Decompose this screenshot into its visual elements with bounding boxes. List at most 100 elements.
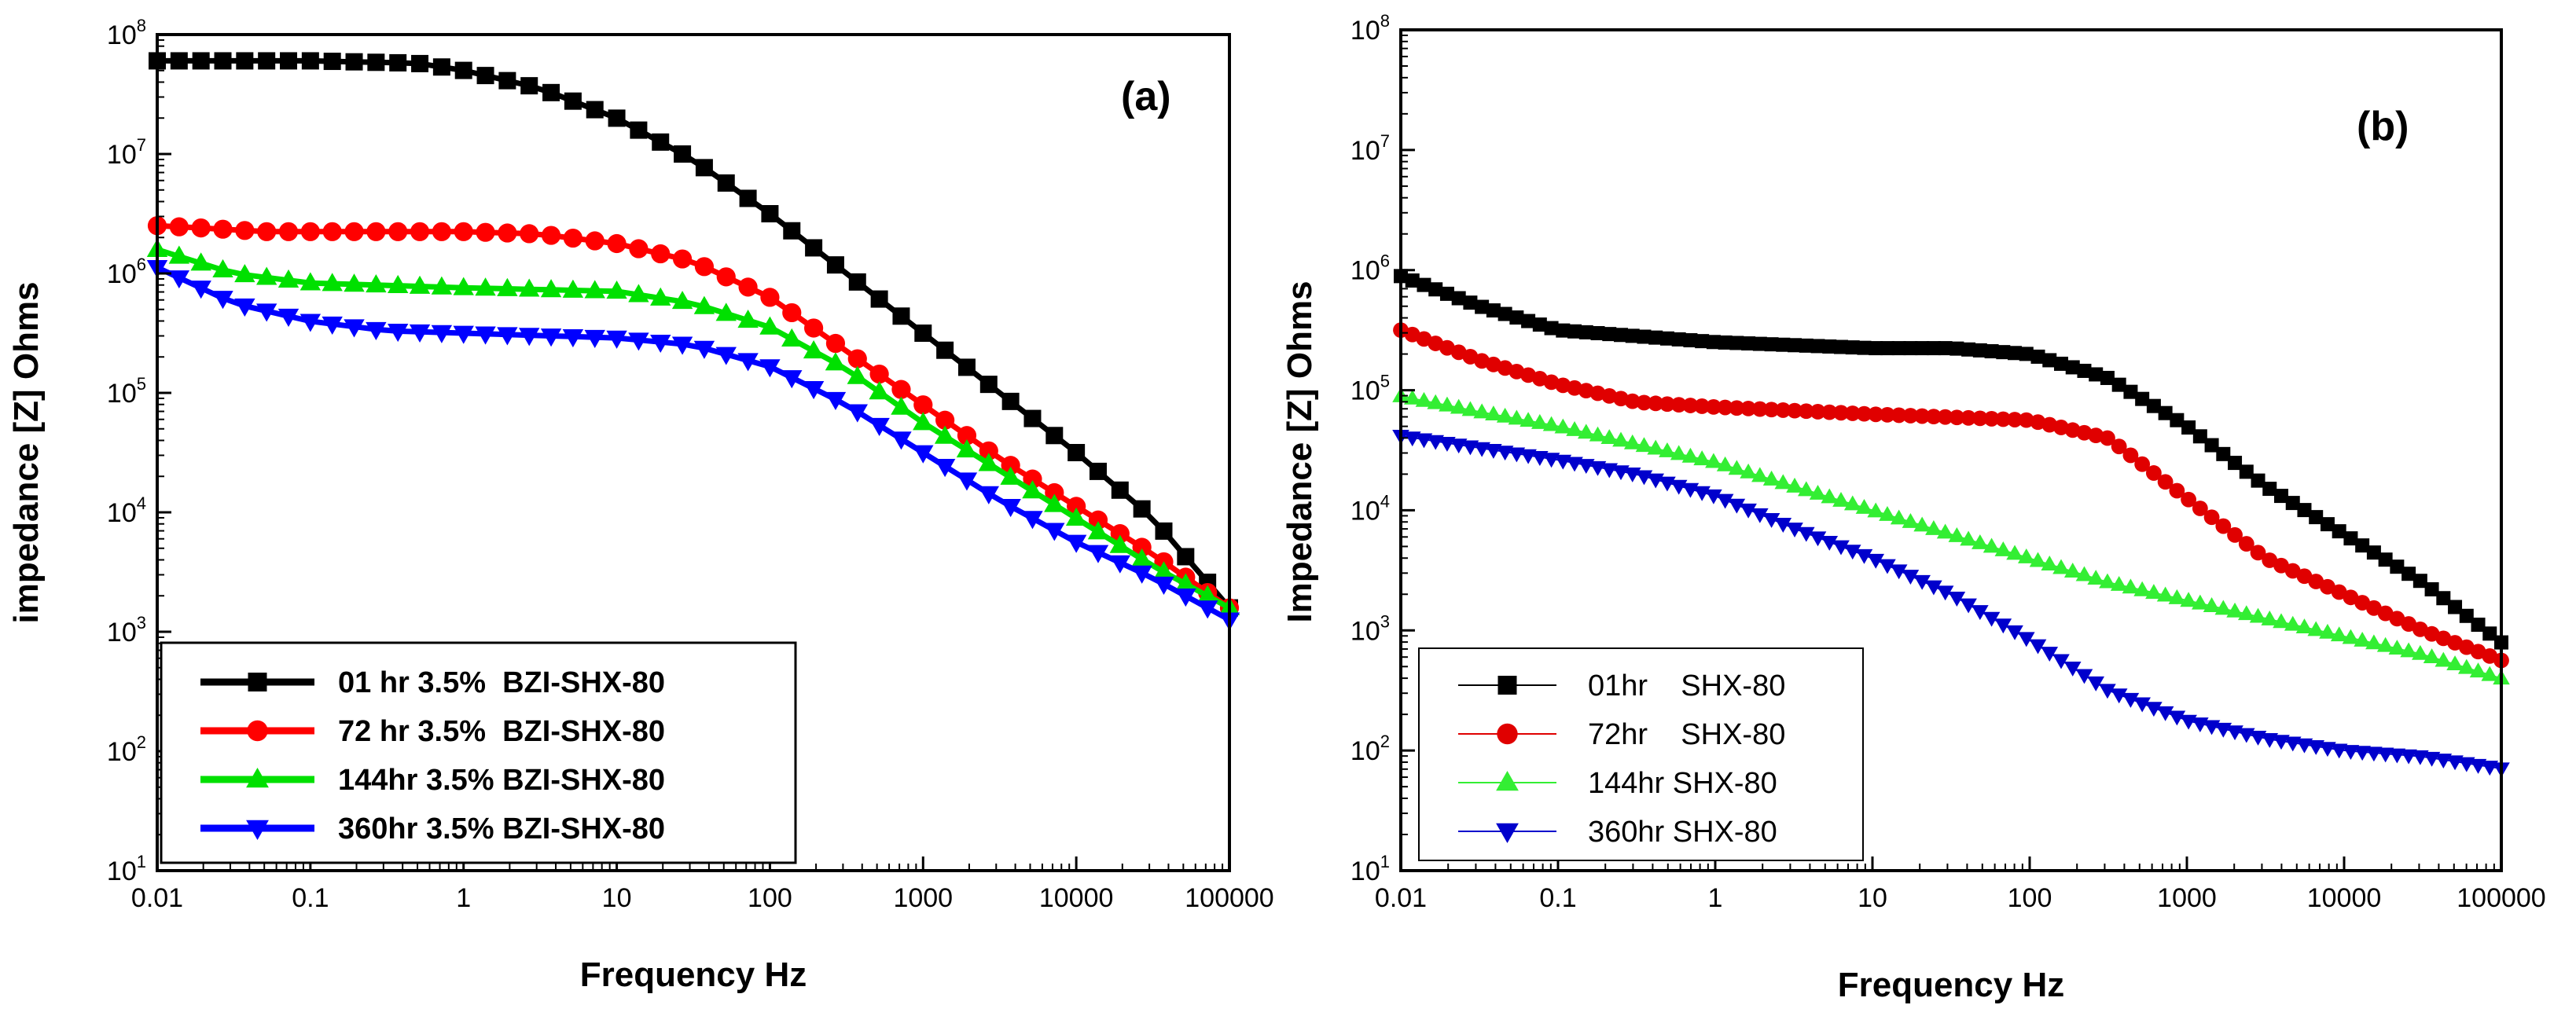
data-point [1925, 580, 1942, 596]
data-point [1659, 331, 1674, 346]
data-point [1087, 545, 1109, 563]
data-point [1111, 481, 1129, 499]
data-point [2262, 552, 2278, 568]
data-point [628, 284, 649, 303]
data-point [1451, 291, 1466, 306]
x-tick-label: 1 [456, 883, 471, 913]
data-point [585, 231, 604, 251]
data-point [1740, 503, 1757, 519]
data-point [1809, 484, 1827, 500]
data-point [2192, 501, 2208, 516]
data-point [1984, 344, 1999, 359]
data-point [1763, 402, 1780, 418]
data-point [2482, 626, 2497, 641]
data-point [1810, 404, 1826, 420]
data-point [191, 218, 211, 238]
series-2 [1393, 322, 2509, 669]
data-point [1983, 411, 2000, 427]
data-point [388, 222, 408, 241]
data-point [737, 309, 759, 328]
data-point [542, 83, 560, 101]
data-point [1798, 403, 1814, 420]
data-point [2122, 692, 2140, 708]
data-point [2435, 651, 2453, 667]
data-point [672, 249, 693, 269]
data-point [586, 101, 604, 119]
data-point [650, 334, 671, 354]
legend-label: 360hr 3.5% BZI-SHX-80 [338, 812, 665, 845]
data-point [2330, 626, 2348, 642]
data-point [1729, 336, 1744, 350]
data-point [1196, 585, 1218, 603]
legend-entry: 360hr SHX-80 [1458, 816, 1777, 849]
data-point [2146, 398, 2161, 413]
data-point [1001, 392, 1020, 410]
data-point [1022, 480, 1043, 499]
data-point [1554, 418, 1572, 434]
data-point [629, 239, 649, 259]
data-point [1450, 398, 1468, 414]
data-point [1544, 321, 1559, 336]
data-point [2008, 346, 2023, 361]
data-point [1589, 426, 1607, 442]
data-point [213, 219, 233, 239]
data-point [1439, 286, 1454, 301]
data-point [1810, 339, 1825, 354]
data-point [2331, 584, 2347, 600]
data-point [1983, 611, 2001, 627]
data-point [2192, 429, 2207, 444]
data-point [606, 281, 627, 299]
data-point [255, 303, 277, 322]
data-point [2099, 684, 2116, 699]
data-point [1109, 534, 1131, 553]
data-point [1427, 394, 1445, 409]
data-point [2274, 489, 2288, 504]
y-tick-label: 108 [107, 16, 146, 50]
data-point [2284, 615, 2302, 631]
data-point [277, 269, 299, 288]
legend-label: 01 hr 3.5% BZI-SHX-80 [338, 666, 665, 699]
data-point [956, 472, 978, 491]
data-point [366, 321, 387, 340]
data-point [584, 329, 605, 348]
data-point [1496, 407, 1514, 423]
data-point [1960, 598, 1977, 614]
x-tick-label: 100 [2008, 883, 2052, 913]
data-point [498, 223, 517, 243]
data-point [1867, 553, 1885, 569]
y-tick-label: 107 [1350, 131, 1390, 166]
data-point [192, 52, 210, 70]
data-point [1751, 467, 1769, 482]
data-point [650, 287, 671, 306]
data-point [563, 228, 582, 248]
legend-b: 01hr SHX-80 72hr SHX-80 144hr SHX-80 360hr … [1418, 647, 1864, 861]
data-point [1578, 383, 1594, 399]
data-point [2075, 669, 2093, 684]
data-point [2018, 412, 2034, 428]
data-point [1716, 493, 1734, 509]
data-point [1867, 502, 1885, 518]
data-point [1590, 326, 1605, 341]
data-point [957, 358, 976, 376]
data-point [1869, 341, 1883, 356]
data-point [322, 273, 343, 292]
data-point [1109, 555, 1131, 574]
data-point [1809, 531, 1827, 547]
data-point [1856, 405, 1872, 422]
data-point [693, 295, 715, 314]
data-point [1613, 391, 1629, 407]
data-point [1868, 406, 1884, 423]
data-point [1961, 342, 1976, 357]
data-point [1065, 534, 1087, 553]
data-point [236, 52, 254, 70]
y-tick-label: 102 [107, 732, 146, 767]
data-point [2180, 592, 2197, 607]
data-point [2376, 636, 2394, 652]
data-point [715, 347, 737, 365]
x-tick-label: 10000 [2307, 883, 2382, 913]
legend-marker [1496, 771, 1519, 791]
data-point [2076, 424, 2093, 441]
x-tick-label: 10000 [1039, 883, 1114, 913]
y-tick-label: 101 [1350, 852, 1390, 886]
x-tick-label: 0.01 [131, 883, 183, 913]
